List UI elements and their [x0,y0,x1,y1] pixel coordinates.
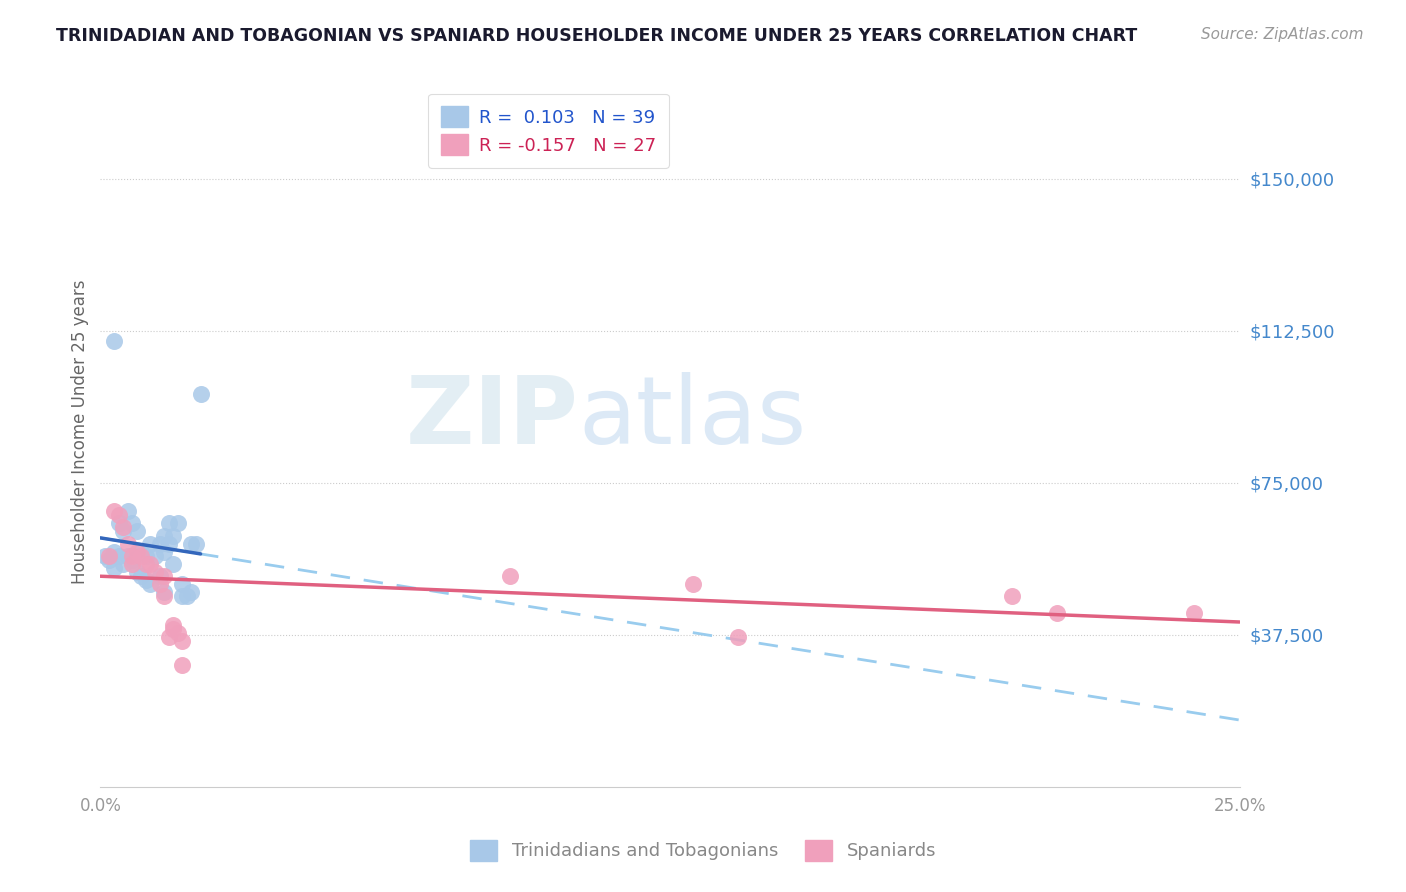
Point [1182,606,1205,620]
Point [121,516,143,531]
Point [1046,606,1069,620]
Point [103,504,125,518]
Point [107,508,129,523]
Point [131,545,153,559]
Legend: R =  0.103   N = 39, R = -0.157   N = 27: R = 0.103 N = 39, R = -0.157 N = 27 [429,94,669,168]
Point [682,577,704,591]
Point [125,565,148,579]
Point [1001,590,1024,604]
Point [131,549,153,563]
Point [153,545,176,559]
Point [184,536,207,550]
Point [117,504,139,518]
Point [139,557,162,571]
Point [180,585,202,599]
Point [157,536,180,550]
Point [180,536,202,550]
Point [125,545,148,559]
Point [727,630,749,644]
Point [190,386,212,401]
Point [125,524,148,539]
Point [166,625,188,640]
Point [172,658,194,673]
Point [121,553,143,567]
Point [135,573,157,587]
Point [172,577,194,591]
Point [153,585,176,599]
Point [107,549,129,563]
Point [162,557,184,571]
Point [499,569,522,583]
Point [172,634,194,648]
Text: Source: ZipAtlas.com: Source: ZipAtlas.com [1201,27,1364,42]
Y-axis label: Householder Income Under 25 years: Householder Income Under 25 years [72,280,89,584]
Point [162,622,184,636]
Text: TRINIDADIAN AND TOBAGONIAN VS SPANIARD HOUSEHOLDER INCOME UNDER 25 YEARS CORRELA: TRINIDADIAN AND TOBAGONIAN VS SPANIARD H… [56,27,1137,45]
Point [162,617,184,632]
Point [121,557,143,571]
Point [112,524,135,539]
Point [131,569,153,583]
Text: ZIP: ZIP [406,372,579,464]
Text: atlas: atlas [579,372,807,464]
Point [172,590,194,604]
Point [153,528,176,542]
Point [117,536,139,550]
Point [94,549,117,563]
Point [135,557,157,571]
Point [98,553,121,567]
Point [143,549,166,563]
Point [139,536,162,550]
Point [107,516,129,531]
Point [103,545,125,559]
Point [162,528,184,542]
Point [135,549,157,563]
Point [139,577,162,591]
Point [98,549,121,563]
Point [153,569,176,583]
Legend: Trinidadians and Tobagonians, Spaniards: Trinidadians and Tobagonians, Spaniards [461,830,945,870]
Point [149,536,172,550]
Point [103,334,125,348]
Point [149,569,172,583]
Point [166,516,188,531]
Point [157,516,180,531]
Point [117,549,139,563]
Point [157,630,180,644]
Point [149,577,172,591]
Point [103,561,125,575]
Point [121,549,143,563]
Point [112,557,135,571]
Point [112,520,135,534]
Point [143,565,166,579]
Point [153,590,176,604]
Point [176,590,198,604]
